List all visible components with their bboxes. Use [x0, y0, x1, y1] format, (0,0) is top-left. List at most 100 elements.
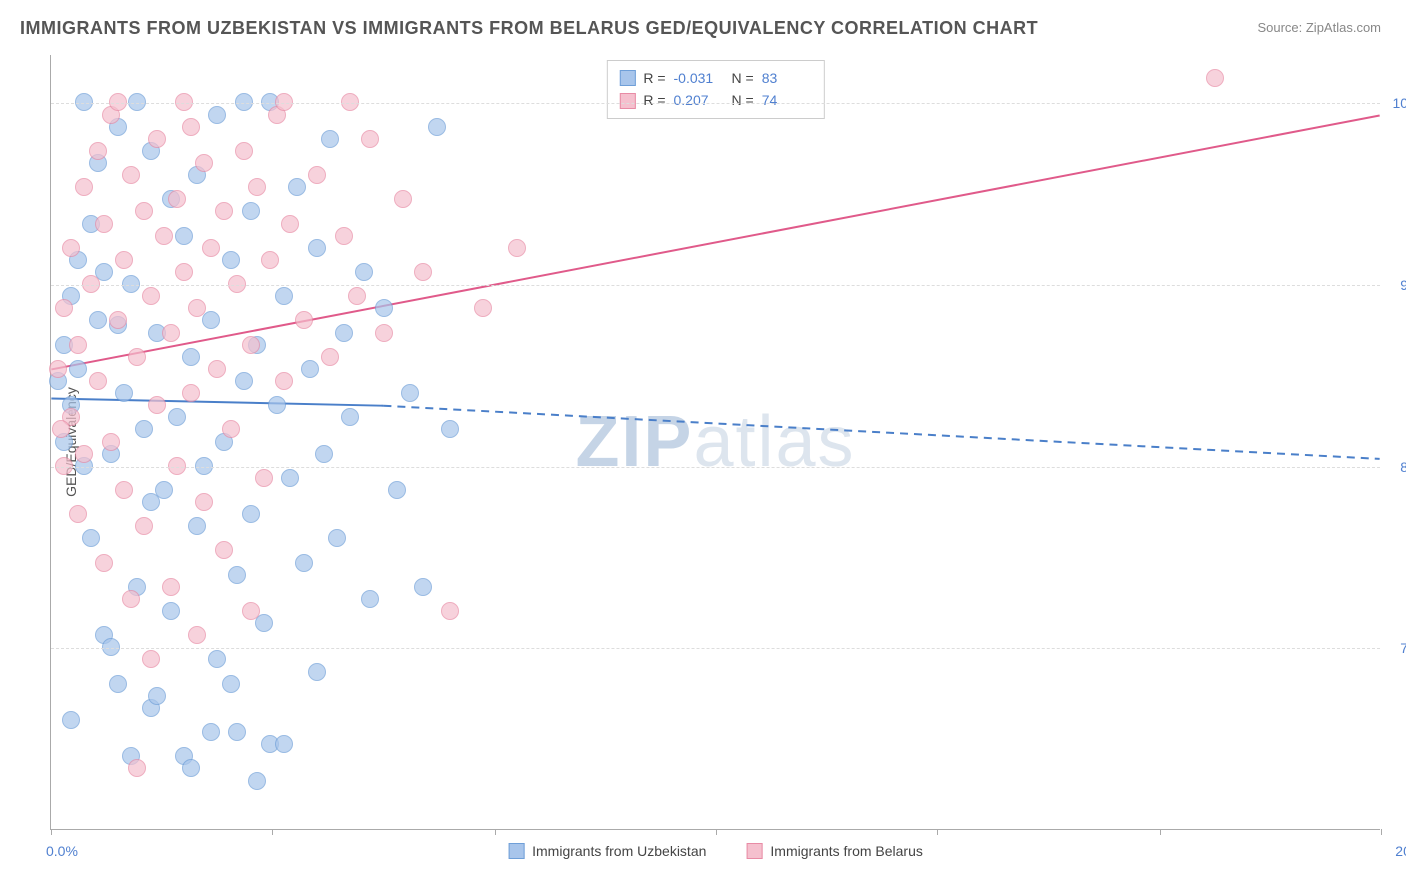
stats-n-label-1: N = [732, 67, 754, 89]
scatter-point [188, 517, 206, 535]
scatter-point [401, 384, 419, 402]
scatter-point [55, 457, 73, 475]
scatter-point [148, 396, 166, 414]
scatter-point [188, 626, 206, 644]
plot-area: ZIPatlas GED/Equivalency R = -0.031 N = … [50, 55, 1380, 830]
stats-n-label-2: N = [732, 89, 754, 111]
scatter-point [474, 299, 492, 317]
legend-item-2: Immigrants from Belarus [746, 843, 922, 859]
scatter-point [168, 408, 186, 426]
scatter-point [175, 93, 193, 111]
scatter-point [268, 396, 286, 414]
scatter-point [288, 178, 306, 196]
scatter-point [115, 481, 133, 499]
scatter-point [281, 215, 299, 233]
legend-item-1: Immigrants from Uzbekistan [508, 843, 706, 859]
scatter-point [235, 93, 253, 111]
scatter-point [361, 130, 379, 148]
scatter-point [281, 469, 299, 487]
scatter-point [49, 360, 67, 378]
scatter-point [69, 505, 87, 523]
scatter-point [261, 251, 279, 269]
scatter-point [109, 93, 127, 111]
scatter-point [135, 517, 153, 535]
scatter-point [122, 166, 140, 184]
scatter-point [375, 324, 393, 342]
stats-legend-box: R = -0.031 N = 83 R = 0.207 N = 74 [606, 60, 824, 119]
stats-n-val-1: 83 [762, 67, 812, 89]
scatter-point [148, 130, 166, 148]
stats-row-2: R = 0.207 N = 74 [619, 89, 811, 111]
y-tick-label: 92.5% [1400, 277, 1406, 293]
scatter-point [89, 372, 107, 390]
legend-swatch-2 [746, 843, 762, 859]
scatter-point [255, 469, 273, 487]
scatter-point [255, 614, 273, 632]
scatter-point [162, 602, 180, 620]
scatter-point [182, 118, 200, 136]
scatter-point [188, 299, 206, 317]
scatter-point [215, 202, 233, 220]
scatter-point [75, 93, 93, 111]
scatter-point [89, 142, 107, 160]
scatter-point [341, 93, 359, 111]
scatter-point [321, 348, 339, 366]
scatter-point [122, 590, 140, 608]
scatter-point [335, 324, 353, 342]
y-tick-label: 85.0% [1400, 459, 1406, 475]
y-tick-label: 100.0% [1393, 95, 1406, 111]
trendline-series1-solid [51, 398, 383, 405]
scatter-point [315, 445, 333, 463]
x-tick [716, 829, 717, 835]
stats-r-val-1: -0.031 [674, 67, 724, 89]
scatter-point [202, 239, 220, 257]
scatter-point [242, 336, 260, 354]
x-tick [51, 829, 52, 835]
stats-r-label-2: R = [643, 89, 665, 111]
legend-label-1: Immigrants from Uzbekistan [532, 843, 706, 859]
scatter-point [175, 227, 193, 245]
scatter-point [202, 311, 220, 329]
scatter-point [295, 311, 313, 329]
scatter-point [275, 93, 293, 111]
bottom-legend: Immigrants from Uzbekistan Immigrants fr… [508, 843, 923, 859]
scatter-point [115, 384, 133, 402]
scatter-point [215, 541, 233, 559]
scatter-point [142, 493, 160, 511]
scatter-point [109, 311, 127, 329]
scatter-point [341, 408, 359, 426]
scatter-point [414, 578, 432, 596]
scatter-point [222, 251, 240, 269]
scatter-point [242, 602, 260, 620]
swatch-series1 [619, 70, 635, 86]
scatter-point [441, 420, 459, 438]
scatter-point [95, 215, 113, 233]
scatter-point [228, 566, 246, 584]
scatter-point [69, 336, 87, 354]
scatter-point [142, 287, 160, 305]
scatter-point [162, 324, 180, 342]
scatter-point [102, 433, 120, 451]
scatter-point [308, 663, 326, 681]
scatter-point [275, 287, 293, 305]
scatter-point [75, 178, 93, 196]
stats-n-val-2: 74 [762, 89, 812, 111]
scatter-point [182, 348, 200, 366]
scatter-point [1206, 69, 1224, 87]
scatter-point [52, 420, 70, 438]
scatter-point [375, 299, 393, 317]
scatter-point [75, 445, 93, 463]
scatter-point [89, 311, 107, 329]
scatter-point [122, 275, 140, 293]
x-tick [495, 829, 496, 835]
source-label: Source: ZipAtlas.com [1257, 20, 1381, 35]
scatter-point [115, 251, 133, 269]
scatter-point [208, 360, 226, 378]
trendline-series1-dashed [383, 406, 1379, 459]
scatter-point [95, 554, 113, 572]
scatter-point [135, 202, 153, 220]
scatter-point [142, 650, 160, 668]
stats-r-val-2: 0.207 [674, 89, 724, 111]
gridline [51, 103, 1380, 104]
scatter-point [168, 190, 186, 208]
